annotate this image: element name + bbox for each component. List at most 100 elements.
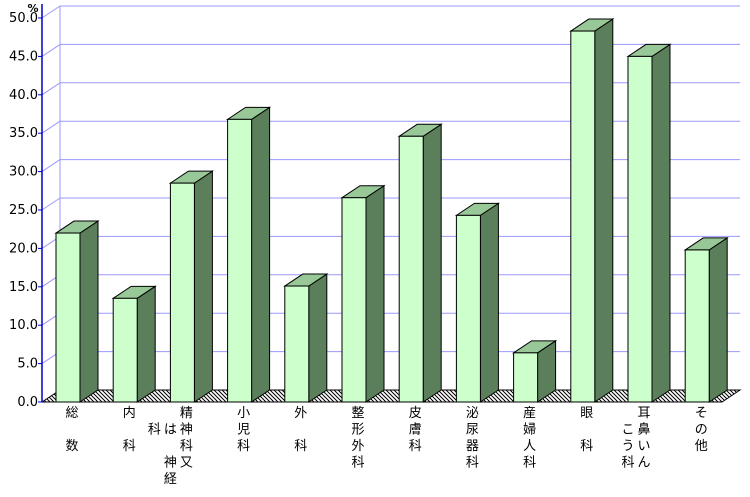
x-tick-char: 整	[351, 406, 364, 421]
bar-side	[193, 170, 213, 403]
y-tick-label: 5.0	[17, 357, 38, 372]
bar-front	[227, 118, 253, 403]
bar-side	[136, 285, 156, 403]
x-tick-char: 科	[621, 456, 634, 471]
gridline-diagonal	[41, 197, 61, 211]
x-tick-char: 器	[466, 439, 479, 454]
bar-side	[708, 237, 728, 403]
x-tick-char: 小	[237, 406, 250, 421]
bar-front	[341, 197, 367, 403]
x-tick-char: 外	[351, 439, 364, 454]
x-tick-char: 神	[180, 423, 193, 438]
bar	[683, 237, 729, 403]
x-tick-label: 皮膚科	[409, 406, 422, 454]
bar-front	[570, 30, 596, 403]
x-tick-char: 外	[294, 406, 307, 421]
bar-front	[169, 182, 195, 403]
y-tick-label: 50.0	[9, 11, 38, 26]
bar	[340, 184, 386, 403]
x-tick-char: 他	[695, 439, 708, 454]
x-tick-char: 婦	[523, 422, 536, 438]
x-tick-char: 精	[180, 406, 193, 421]
x-tick-char: 科	[180, 439, 193, 454]
x-tick-char: 眼	[580, 406, 593, 421]
chart-floor	[40, 389, 742, 403]
y-tick-label: 40.0	[9, 88, 38, 103]
bar-front	[513, 352, 539, 403]
gridline-diagonal	[41, 5, 61, 19]
x-tick-label: 小児科	[237, 406, 250, 454]
x-tick-char: い	[637, 439, 650, 454]
x-tick-char: 膚	[409, 422, 422, 438]
bar-side	[422, 123, 442, 403]
y-tick-label: 25.0	[9, 203, 38, 218]
bar	[168, 170, 215, 403]
bar	[569, 18, 615, 403]
x-tick-char: 産	[523, 405, 536, 421]
x-tick-char: 科	[294, 439, 307, 454]
bar-side	[251, 106, 271, 403]
bar-side	[651, 43, 671, 403]
bar	[511, 339, 558, 403]
bar-front	[55, 232, 81, 403]
y-tick-label: 20.0	[9, 241, 38, 256]
bar-side	[79, 220, 99, 403]
x-tick-label: 眼科	[580, 406, 593, 454]
bar	[454, 202, 501, 403]
bar	[111, 285, 157, 403]
y-unit-label: %	[27, 2, 38, 15]
bar-front	[284, 285, 310, 403]
y-tick-label: 0.0	[17, 395, 38, 410]
x-tick-char: そ	[695, 406, 708, 421]
x-tick-char: 児	[237, 423, 250, 438]
x-tick-char: 科	[123, 439, 136, 454]
x-tick-label: その他	[695, 406, 708, 454]
y-tick-label: 10.0	[9, 318, 38, 333]
gridline-diagonal	[41, 159, 61, 173]
x-tick-char: 科	[409, 439, 422, 454]
y-tick-label: 15.0	[9, 280, 38, 295]
x-tick-char: う	[621, 439, 634, 454]
x-tick-char: 科	[237, 439, 250, 454]
bar-front	[684, 249, 710, 403]
x-tick-char: 内	[123, 405, 136, 421]
x-tick-char: 形	[351, 423, 364, 438]
x-tick-char: 鼻	[637, 422, 650, 438]
bar	[283, 273, 329, 403]
bar-side	[479, 202, 499, 403]
bar-front	[112, 297, 138, 403]
bar-side	[365, 184, 385, 403]
x-tick-char: 総	[65, 406, 78, 421]
x-tick-char: 又	[180, 456, 193, 471]
x-tick-char: 科	[466, 456, 479, 471]
x-tick-char: 数	[65, 439, 78, 454]
x-tick-char: ん	[637, 456, 650, 471]
x-tick-char: こ	[621, 423, 634, 438]
x-tick-char: 科	[148, 423, 161, 438]
x-tick-char: 科	[580, 439, 593, 454]
x-tick-label: 総数	[65, 406, 78, 454]
x-tick-char: 人	[523, 439, 536, 454]
bar	[626, 43, 672, 403]
y-tick-label: 35.0	[9, 126, 38, 141]
bar	[54, 220, 100, 403]
x-tick-char: 尿	[466, 423, 479, 438]
bar-front	[455, 214, 481, 403]
bar-side	[308, 273, 328, 403]
x-tick-char: 泌	[466, 406, 479, 421]
gridline-diagonal	[41, 120, 61, 134]
gridline-diagonal	[41, 43, 61, 57]
y-tick-label: 30.0	[9, 165, 38, 180]
gridline-diagonal	[41, 82, 61, 96]
x-tick-char: 皮	[409, 406, 422, 421]
bar-front	[398, 135, 424, 403]
x-tick-char: 神	[164, 456, 177, 471]
x-tick-char: 経	[164, 472, 177, 487]
x-tick-char: 科	[523, 456, 536, 471]
